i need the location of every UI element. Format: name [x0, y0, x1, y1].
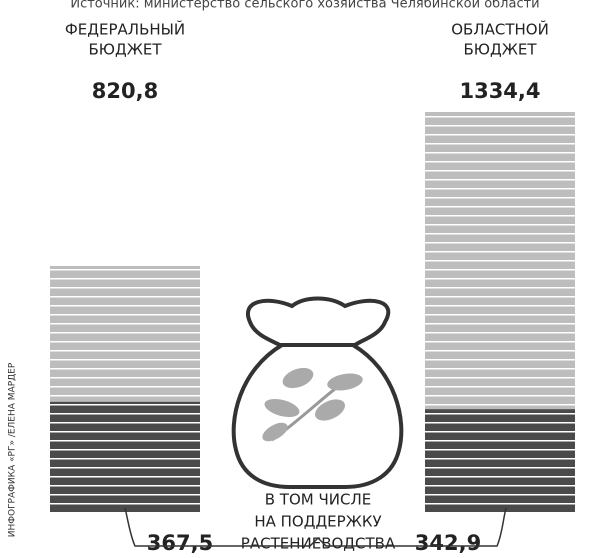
- bracket: [124, 507, 507, 547]
- stripes: [425, 409, 575, 512]
- annotation: РАСТЕНИЕВОДСТВА: [241, 535, 396, 553]
- value-label: 820,8: [92, 79, 158, 103]
- annotation: В ТОМ ЧИСЛЕ: [265, 491, 371, 509]
- annotation: НА ПОДДЕРЖКУ: [254, 513, 381, 531]
- category-label: ФЕДЕРАЛЬНЫЙ: [65, 20, 185, 39]
- value-label: 1334,4: [459, 79, 540, 103]
- category-label: ОБЛАСТНОЙ: [451, 20, 549, 39]
- bag-icon: [231, 296, 404, 489]
- value-label: 342,9: [415, 531, 481, 555]
- category-label: БЮДЖЕТ: [463, 41, 537, 59]
- source: Источник: министерство сельского хозяйст…: [70, 0, 539, 12]
- stripes: [50, 401, 200, 512]
- category-label: БЮДЖЕТ: [88, 41, 162, 59]
- credit: ИНФОГРАФИКА «РГ» /ЕЛЕНА МАРДЕР: [8, 362, 18, 537]
- value-label: 367,5: [147, 531, 213, 555]
